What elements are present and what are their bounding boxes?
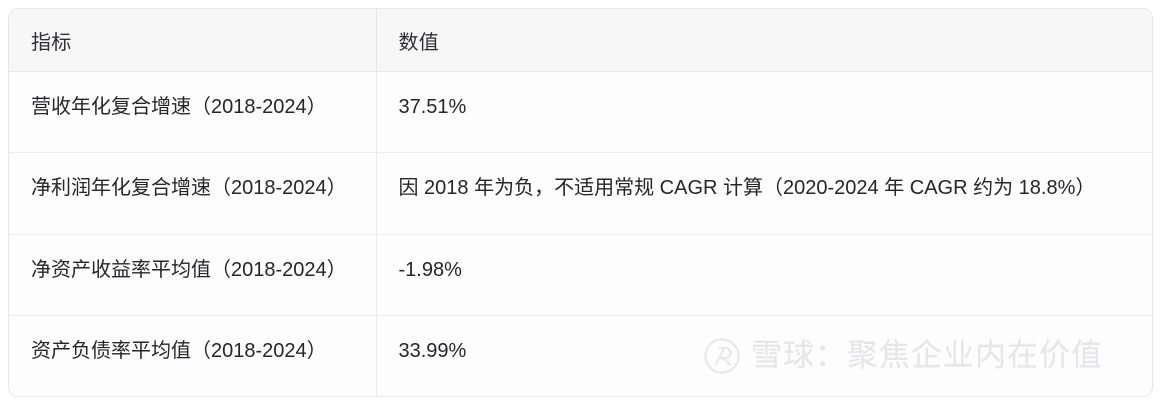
column-header-value: 数值 — [376, 9, 1152, 72]
cell-metric-name: 资产负债率平均值（2018-2024） — [9, 315, 377, 396]
table-row: 净资产收益率平均值（2018-2024） -1.98% — [9, 234, 1152, 316]
cell-metric-value: 37.51% — [376, 71, 1152, 154]
column-header-metric: 指标 — [9, 9, 377, 72]
cell-metric-value: 33.99% — [376, 315, 1152, 396]
cell-metric-name: 净利润年化复合增速（2018-2024） — [9, 152, 377, 235]
cell-metric-value: 因 2018 年为负，不适用常规 CAGR 计算（2020-2024 年 CAG… — [376, 152, 1152, 235]
metrics-table: 指标 数值 营收年化复合增速（2018-2024） 37.51% 净利润年化复合… — [9, 9, 1152, 396]
cell-metric-name: 营收年化复合增速（2018-2024） — [9, 71, 377, 154]
metrics-table-container: 指标 数值 营收年化复合增速（2018-2024） 37.51% 净利润年化复合… — [8, 8, 1153, 397]
table-row: 营收年化复合增速（2018-2024） 37.51% — [9, 71, 1152, 154]
cell-metric-name: 净资产收益率平均值（2018-2024） — [9, 234, 377, 316]
table-row: 资产负债率平均值（2018-2024） 33.99% — [9, 315, 1152, 396]
table-body: 营收年化复合增速（2018-2024） 37.51% 净利润年化复合增速（201… — [9, 71, 1152, 396]
table-row: 净利润年化复合增速（2018-2024） 因 2018 年为负，不适用常规 CA… — [9, 152, 1152, 235]
cell-metric-value: -1.98% — [376, 234, 1152, 316]
table-header: 指标 数值 — [9, 9, 1152, 72]
table-header-row: 指标 数值 — [9, 9, 1152, 72]
